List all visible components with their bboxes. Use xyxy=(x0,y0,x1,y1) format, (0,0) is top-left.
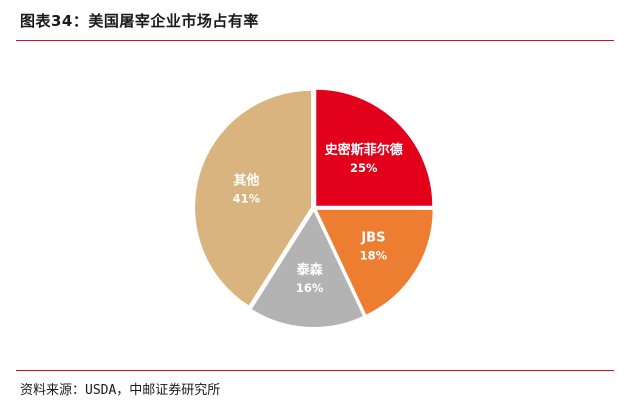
slice-label-name: 泰森 xyxy=(296,262,324,278)
source-note: 资料来源：USDA，中邮证券研究所 xyxy=(20,383,221,398)
bottom-divider xyxy=(16,370,614,371)
slice-label-percent: 18% xyxy=(360,249,388,263)
slice-label-name: 其他 xyxy=(233,172,259,188)
pie-slice-1 xyxy=(315,88,434,207)
slice-label-name: 史密斯菲尔德 xyxy=(325,142,403,158)
slice-label-name: JBS xyxy=(360,231,385,246)
slice-label-percent: 25% xyxy=(350,161,378,175)
slice-label-percent: 16% xyxy=(296,281,324,295)
pie-labels: 史密斯菲尔德 25% JBS 18% 泰森 16% 其他 41% xyxy=(233,142,403,295)
pie-slice-2 xyxy=(315,208,434,316)
top-divider xyxy=(16,40,614,41)
chart-title: 图表34：美国屠宰企业市场占有率 xyxy=(20,12,259,30)
pie-slices xyxy=(194,88,434,328)
pie-slice-4 xyxy=(194,89,313,307)
slice-label-percent: 41% xyxy=(233,191,261,205)
pie-slice-3 xyxy=(250,209,365,328)
